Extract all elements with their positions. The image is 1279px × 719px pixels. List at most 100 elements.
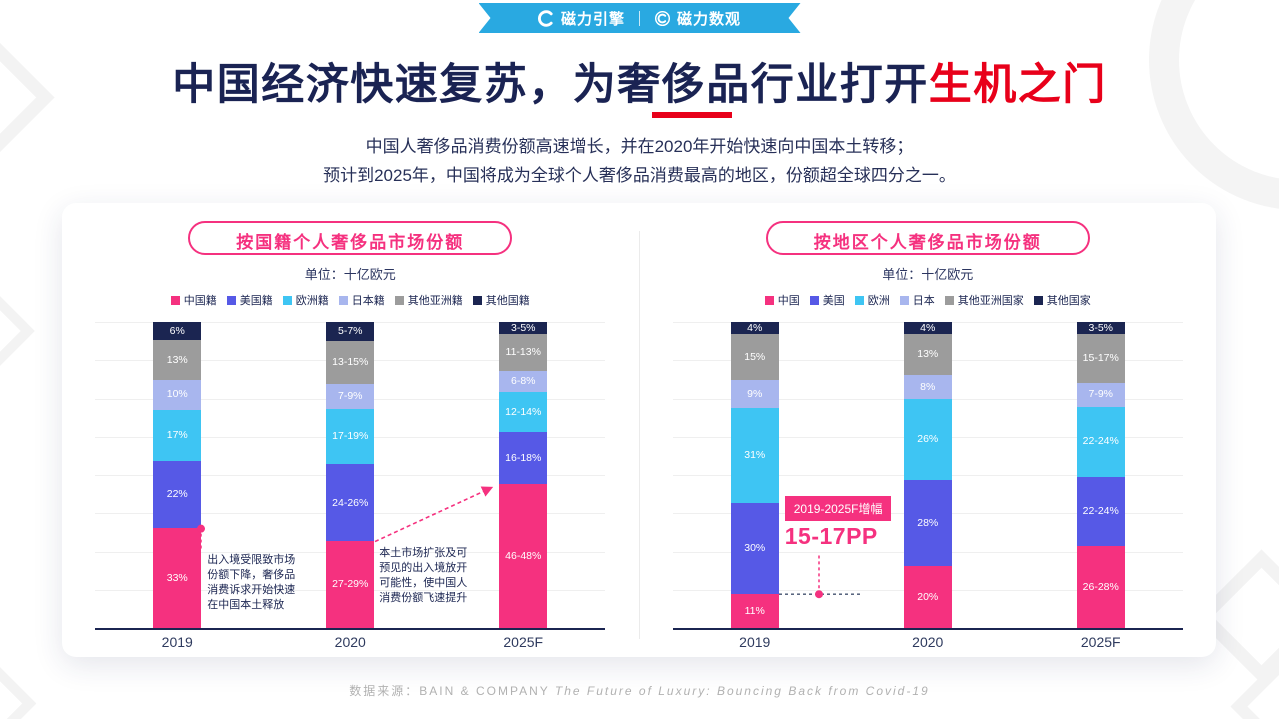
card-divider <box>638 231 640 639</box>
brand-cili-yinqing: 磁力引擎 <box>538 8 625 29</box>
plot-area: 11% 30% 31% 9% 15% 4% 20% 28% 26% 8% 13% 4% 26-28% 22… <box>672 322 1183 630</box>
legend-label: 中国籍 <box>183 295 217 307</box>
stacked-bar: 46-48% 16-18% 12-14% 6-8% 11-13% 3-5% <box>499 322 548 628</box>
title-highlight: 生机之门 <box>928 61 1107 109</box>
legend-swatch-icon <box>899 295 909 305</box>
page-title: 中国经济快速复苏，为奢侈品行业打开生机之门 <box>0 50 1279 112</box>
source-prefix: 数据来源：BAIN & COMPANY <box>349 684 555 698</box>
bars: 11% 30% 31% 9% 15% 4% 20% 28% 26% 8% 13% 4% 26-28% 22… <box>673 322 1183 628</box>
growth-value: 15-17PP <box>784 523 878 549</box>
brand-cili-shuguan: 磁力数观 <box>654 8 741 29</box>
bars: 33% 22% 17% 10% 13% 6% 27-29% 24-26% 17-19% 7-9% 1… <box>95 322 605 628</box>
bar-segment: 9% <box>730 380 779 408</box>
bar-segment: 24-26% <box>326 464 375 542</box>
title-underline <box>652 112 732 118</box>
legend-swatch-icon <box>338 295 348 305</box>
legend-label: 中国 <box>777 295 800 307</box>
bar-segment: 6% <box>153 322 202 341</box>
ribbon-divider <box>639 11 640 26</box>
bar-segment: 13% <box>903 334 952 375</box>
legend-label: 其他国家 <box>1046 295 1091 307</box>
subtitle: 中国人奢侈品消费份额高速增长，并在2020年开始快速向中国本土转移； 预计到20… <box>0 132 1279 190</box>
legend-item: 日本籍 <box>338 292 385 308</box>
legend-swatch-icon <box>472 295 482 305</box>
decorative-diamond <box>0 287 35 375</box>
bar-segment: 15-17% <box>1076 334 1125 383</box>
legend-label: 美国籍 <box>239 295 273 307</box>
bar-segment: 20% <box>903 566 952 628</box>
bar-segment: 33% <box>153 528 202 628</box>
chart-card: 按国籍个人奢侈品市场份额 单位：十亿欧元 中国籍 美国籍 欧洲籍 日本籍 其他亚洲籍 其他… <box>62 203 1216 657</box>
legend-item: 美国 <box>809 292 845 308</box>
x-axis: 2019 2020 2025F <box>673 634 1183 650</box>
bar-segment: 8% <box>903 374 952 400</box>
bar-segment: 13-15% <box>326 340 375 384</box>
legend-label: 其他亚洲国家 <box>957 295 1024 307</box>
bar-segment: 26% <box>903 399 952 480</box>
bar-segment: 7-9% <box>1076 382 1125 407</box>
bar-segment: 22-24% <box>1076 406 1125 477</box>
bar-segment: 3-5% <box>1076 322 1125 335</box>
legend-item: 其他国家 <box>1033 292 1091 308</box>
legend-item: 美国籍 <box>226 292 273 308</box>
brand-label: 磁力数观 <box>677 10 742 28</box>
annotation-restriction: 出入境受限致市场份额下降，奢侈品消费诉求开始快速在中国本土释放 <box>207 554 296 611</box>
stacked-bar: 33% 22% 17% 10% 13% 6% <box>153 322 202 628</box>
bar-segment: 15% <box>730 334 779 381</box>
legend-swatch-icon <box>764 295 774 305</box>
x-axis-label: 2019 <box>739 634 771 650</box>
legend-label: 日本 <box>912 295 935 307</box>
legend-swatch-icon <box>394 295 404 305</box>
subtitle-line-1: 中国人奢侈品消费份额高速增长，并在2020年开始快速向中国本土转移； <box>365 137 914 156</box>
chart-by-region: 按地区个人奢侈品市场份额 单位：十亿欧元 中国 美国 欧洲 日本 其他亚洲国家 其他国家 … <box>640 221 1217 657</box>
legend-label: 欧洲籍 <box>295 295 329 307</box>
legend-label: 日本籍 <box>351 295 385 307</box>
stacked-bar: 27-29% 24-26% 17-19% 7-9% 13-15% 5-7% <box>326 322 375 628</box>
x-axis-label: 2019 <box>161 634 193 650</box>
bar-segment: 10% <box>153 379 202 410</box>
legend-item: 日本 <box>899 292 935 308</box>
source-title: The Future of Luxury: Bouncing Back from… <box>554 684 930 698</box>
bar-segment: 22-24% <box>1076 476 1125 547</box>
x-axis-label: 2025F <box>503 634 544 650</box>
x-axis-label: 2020 <box>912 634 944 650</box>
bar-segment: 7-9% <box>326 383 375 409</box>
x-axis-label: 2025F <box>1080 634 1121 650</box>
legend-item: 其他国籍 <box>472 292 530 308</box>
plot-area: 33% 22% 17% 10% 13% 6% 27-29% 24-26% 17-19% 7-9% 1… <box>95 322 606 630</box>
x-axis: 2019 2020 2025F <box>95 634 605 650</box>
legend-swatch-icon <box>170 295 180 305</box>
unit-label: 单位：十亿欧元 <box>304 267 396 282</box>
legend-swatch-icon <box>809 295 819 305</box>
chart-by-nationality: 按国籍个人奢侈品市场份额 单位：十亿欧元 中国籍 美国籍 欧洲籍 日本籍 其他亚洲籍 其他… <box>62 221 639 657</box>
bar-segment: 5-7% <box>326 322 375 341</box>
legend-swatch-icon <box>1033 295 1043 305</box>
unit-label: 单位：十亿欧元 <box>882 267 974 282</box>
bar-segment: 17-19% <box>326 408 375 465</box>
bar-segment: 17% <box>153 409 202 462</box>
bar-segment: 27-29% <box>326 541 375 628</box>
bar-segment: 4% <box>903 322 952 335</box>
data-source: 数据来源：BAIN & COMPANY The Future of Luxury… <box>0 682 1279 699</box>
legend-swatch-icon <box>854 295 864 305</box>
chart-title-pill: 按地区个人奢侈品市场份额 <box>765 221 1090 255</box>
legend-label: 其他国籍 <box>485 295 530 307</box>
annotation-expansion: 本土市场扩张及可预见的出入境放开可能性，使中国人消费份额飞速提升 <box>379 547 468 604</box>
legend-item: 中国籍 <box>170 292 217 308</box>
stacked-bar: 26-28% 22-24% 22-24% 7-9% 15-17% 3-5% <box>1076 322 1125 628</box>
bar-segment: 12-14% <box>499 392 548 433</box>
bar-segment: 16-18% <box>499 432 548 485</box>
x-axis-label: 2020 <box>334 634 366 650</box>
bar-segment: 3-5% <box>499 322 548 335</box>
stacked-bar: 20% 28% 26% 8% 13% 4% <box>903 322 952 628</box>
legend-item: 欧洲籍 <box>282 292 329 308</box>
legend-item: 欧洲 <box>854 292 890 308</box>
magnet-data-logo-icon <box>654 10 671 27</box>
bar-segment: 22% <box>153 461 202 529</box>
title-main: 中国经济快速复苏，为奢侈品行业打开 <box>172 61 929 109</box>
bar-segment: 6-8% <box>499 371 548 393</box>
legend-swatch-icon <box>944 295 954 305</box>
legend-label: 其他亚洲籍 <box>407 295 463 307</box>
growth-period-badge: 2019-2025F增幅 <box>784 496 892 521</box>
